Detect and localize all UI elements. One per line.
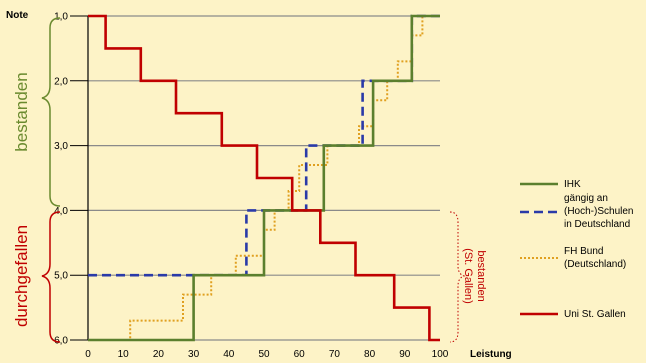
x-tick-label: 40	[223, 349, 235, 360]
legend-label-4: Uni St. Gallen	[564, 309, 626, 320]
series-line-1	[88, 14, 440, 342]
series-line-3	[88, 15, 440, 341]
x-tick-label: 20	[153, 349, 165, 360]
st-gallen-pass-label-line1: bestanden	[475, 250, 487, 301]
y-tick-label: 6,0	[54, 336, 68, 347]
pass-label: bestanden	[12, 72, 31, 151]
x-tick-label: 80	[364, 349, 376, 360]
pass-bracket: bestanden	[12, 17, 61, 207]
axes: Note Leistung	[6, 10, 512, 360]
y-tick-label: 3,0	[54, 141, 68, 152]
fail-bracket: durchgefallen	[12, 211, 61, 343]
y-axis-title: Note	[6, 10, 29, 21]
x-tick-label: 70	[329, 349, 341, 360]
y-tick-label: 2,0	[54, 76, 68, 87]
y-tick-label: 5,0	[54, 271, 68, 282]
x-tick-label: 0	[85, 349, 91, 360]
x-tick-label: 50	[258, 349, 270, 360]
tick-labels: 1,0 2,0 3,0 4,0 5,0 6,0 0 10 20 30 40 50 60 70 80 90 100	[54, 12, 449, 361]
legend-label-1: IHK	[564, 179, 581, 190]
x-tick-label: 90	[399, 349, 411, 360]
st-gallen-pass-label-line2: (St. Gallen)	[462, 248, 474, 304]
y-tick-label: 4,0	[54, 206, 68, 217]
legend-label-2: gängig an (Hoch-)Schulen in Deutschland	[564, 193, 633, 230]
x-tick-label: 100	[432, 349, 449, 360]
y-tick-label: 1,0	[54, 12, 68, 23]
x-axis-title: Leistung	[470, 349, 512, 360]
series-line-4	[88, 14, 440, 342]
fail-label: durchgefallen	[12, 225, 31, 327]
x-tick-label: 10	[118, 349, 130, 360]
x-tick-label: 60	[294, 349, 306, 360]
x-tick-label: 30	[188, 349, 200, 360]
legend-label-3: FH Bund (Deutschland)	[564, 246, 626, 270]
series-lines	[88, 14, 440, 342]
st-gallen-pass-bracket: bestanden (St. Gallen)	[449, 211, 487, 343]
legend: IHK gängig an (Hoch-)Schulen in Deutschland…	[520, 179, 633, 320]
